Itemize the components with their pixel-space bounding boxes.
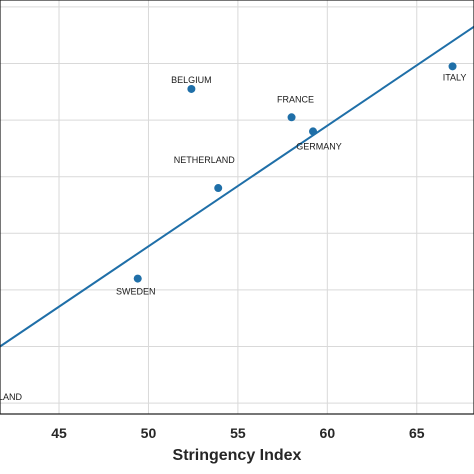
data-point [448, 62, 457, 71]
x-tick-label: 65 [409, 425, 425, 441]
point-label: SWEDEN [116, 287, 156, 297]
point-label: ITALY [443, 72, 467, 82]
x-tick-label: 50 [141, 425, 157, 441]
regression-line [0, 25, 474, 348]
data-point [133, 274, 142, 283]
data-point [309, 127, 318, 136]
fit-line-layer [0, 25, 474, 348]
grid [0, 0, 474, 414]
x-tick-label: 45 [51, 425, 67, 441]
x-tick-label: 55 [230, 425, 246, 441]
x-axis-title: Stringency Index [173, 447, 302, 464]
data-point [187, 84, 196, 93]
point-label: GERMANY [296, 141, 342, 151]
point-label: FRANCE [277, 94, 314, 104]
point-label: NETHERLAND [174, 155, 236, 165]
plot-frame [0, 0, 474, 415]
point-label: LAND [0, 392, 23, 402]
point-labels-layer: BELGIUM FRANCE GERMANY ITALY NETHERLAND SWEDE… [0, 72, 466, 402]
data-point [287, 113, 296, 122]
point-label: BELGIUM [171, 75, 212, 85]
x-tick-label: 60 [320, 425, 336, 441]
points-layer [133, 62, 457, 283]
x-tick-labels: 45 50 55 60 65 [51, 425, 425, 441]
data-point [214, 184, 223, 193]
